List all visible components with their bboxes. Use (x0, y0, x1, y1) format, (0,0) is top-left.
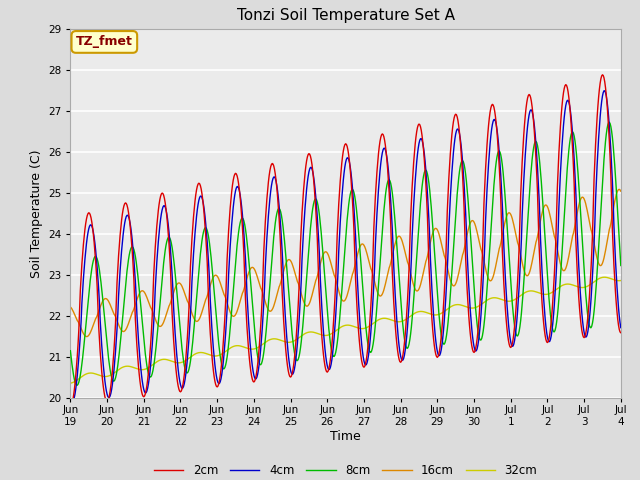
16cm (616, 186, 623, 192)
32cm (445, 305, 452, 311)
4cm (567, 114, 575, 120)
8cm (567, 132, 575, 137)
2cm (188, 249, 195, 254)
8cm (445, 302, 453, 308)
8cm (67, 348, 74, 354)
32cm (617, 277, 625, 283)
8cm (212, 307, 220, 313)
32cm (337, 324, 345, 330)
4cm (68, 399, 76, 405)
2cm (337, 168, 345, 174)
8cm (617, 263, 625, 268)
4cm (392, 294, 399, 300)
Line: 4cm: 4cm (70, 91, 621, 402)
Legend: 2cm, 4cm, 8cm, 16cm, 32cm: 2cm, 4cm, 8cm, 16cm, 32cm (149, 460, 542, 480)
4cm (212, 368, 220, 374)
Y-axis label: Soil Temperature (C): Soil Temperature (C) (29, 149, 43, 278)
4cm (445, 210, 453, 216)
16cm (445, 274, 453, 280)
4cm (601, 88, 609, 94)
2cm (445, 176, 452, 181)
2cm (617, 330, 625, 336)
8cm (74, 383, 81, 388)
32cm (566, 281, 574, 287)
32cm (188, 354, 195, 360)
4cm (188, 278, 196, 284)
16cm (188, 311, 196, 316)
Text: TZ_fmet: TZ_fmet (76, 36, 132, 48)
4cm (617, 325, 625, 331)
16cm (617, 188, 625, 194)
Line: 16cm: 16cm (70, 189, 621, 336)
Title: Tonzi Soil Temperature Set A: Tonzi Soil Temperature Set A (237, 9, 454, 24)
32cm (390, 318, 398, 324)
2cm (390, 312, 398, 318)
8cm (188, 347, 196, 352)
2cm (67, 404, 74, 409)
X-axis label: Time: Time (330, 430, 361, 443)
8cm (338, 288, 346, 294)
Line: 8cm: 8cm (70, 122, 621, 385)
16cm (338, 297, 346, 302)
16cm (567, 240, 575, 246)
Line: 32cm: 32cm (70, 277, 621, 383)
32cm (211, 353, 219, 359)
4cm (67, 396, 74, 402)
16cm (212, 272, 220, 278)
16cm (392, 240, 399, 246)
Line: 2cm: 2cm (70, 75, 621, 407)
2cm (566, 110, 574, 116)
2cm (211, 378, 219, 384)
32cm (67, 380, 74, 386)
16cm (83, 334, 90, 339)
16cm (67, 304, 74, 310)
8cm (392, 222, 399, 228)
4cm (338, 196, 346, 202)
32cm (601, 275, 609, 280)
2cm (598, 72, 606, 78)
8cm (605, 120, 613, 125)
